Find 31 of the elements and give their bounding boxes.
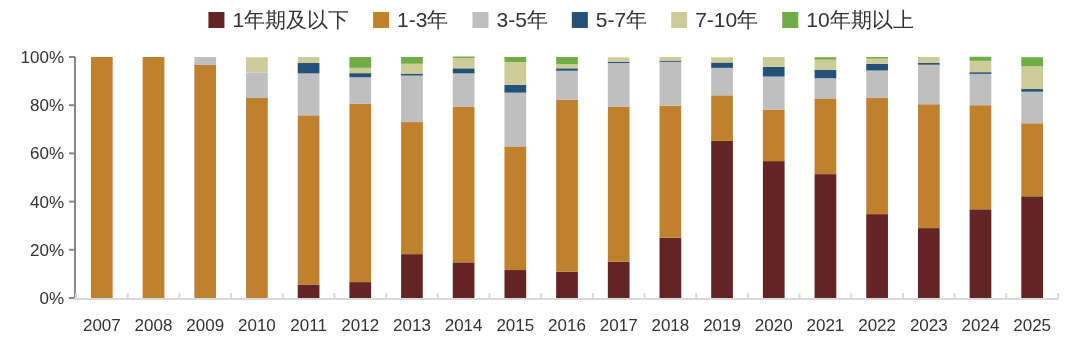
y-tick-label: 60%: [29, 144, 64, 164]
x-tick-label: 2022: [858, 316, 897, 335]
x-tick-label: 2019: [703, 316, 741, 335]
x-tick-label: 2020: [754, 316, 793, 335]
legend-label: 3-5年: [496, 8, 548, 31]
x-tick-label: 2014: [444, 316, 483, 335]
x-tick-label: 2011: [290, 316, 327, 335]
x-tick-label: 2007: [82, 316, 121, 335]
x-tick-label: 2009: [186, 316, 225, 335]
x-tick-label: 2008: [134, 316, 173, 335]
x-tick-label: 2010: [237, 316, 276, 335]
y-tick-label: 20%: [29, 240, 64, 260]
x-tick-label: 2012: [341, 316, 380, 335]
legend-label: 7-10年: [695, 8, 759, 31]
y-tick-label: 80%: [29, 96, 64, 116]
x-tick-label: 2013: [393, 316, 431, 335]
y-tick-label: 40%: [29, 192, 64, 212]
x-tick-label: 2016: [548, 316, 586, 335]
x-tick-label: 2025: [1013, 316, 1052, 335]
legend-label: 1-3年: [397, 8, 449, 31]
x-tick-label: 2017: [599, 316, 638, 335]
x-tick-label: 2024: [961, 316, 1000, 335]
x-tick-label: 2023: [909, 316, 948, 335]
legend-label: 10年期以上: [806, 8, 914, 31]
legend-label: 1年期及以下: [232, 8, 350, 31]
x-tick-label: 2018: [651, 316, 690, 335]
x-tick-label: 2015: [496, 316, 535, 335]
y-tick-label: 0%: [39, 289, 64, 308]
y-tick-label: 100%: [20, 48, 64, 67]
x-tick-label: 2021: [806, 316, 845, 335]
legend-label: 5-7年: [595, 8, 648, 31]
